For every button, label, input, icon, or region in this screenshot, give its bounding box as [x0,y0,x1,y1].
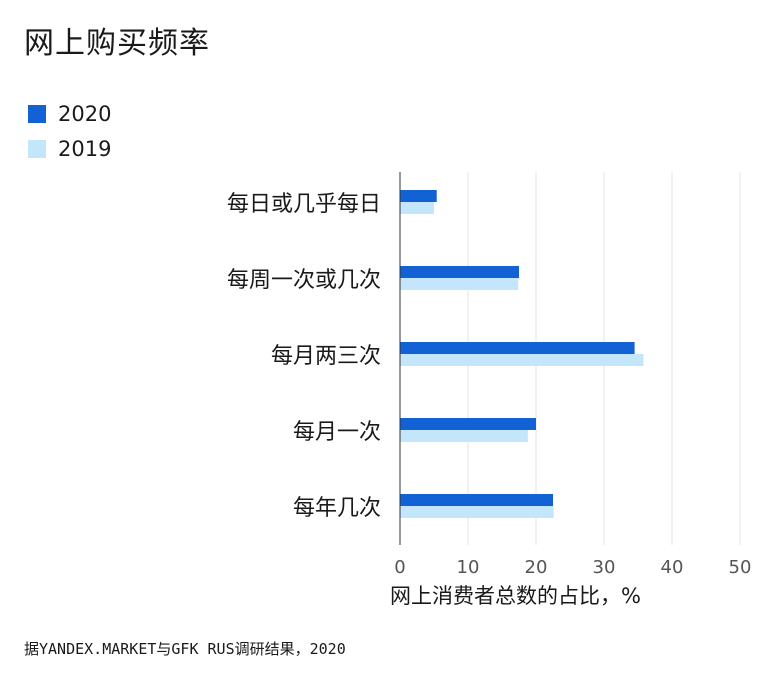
bar-2019 [400,354,644,366]
legend-swatch-2019 [28,139,46,158]
category-label: 每月两三次 [271,344,381,369]
category-label: 每年几次 [293,496,381,521]
bar-2019 [400,430,528,442]
legend-swatch-2020 [28,104,46,123]
x-axis-label: 网上消费者总数的占比，% [390,584,641,608]
bar-2019 [400,506,554,518]
x-tick-label: 50 [729,557,752,578]
x-tick-label: 0 [394,557,405,578]
bars-group [400,190,644,518]
legend-label-2020: 2020 [58,101,112,126]
legend-label-2019: 2019 [58,136,112,161]
x-tick-label: 10 [457,557,480,578]
x-tick-label: 40 [661,557,684,578]
bar-2020 [400,266,519,278]
category-label: 每月一次 [293,420,381,445]
legend-item-2019: 2019 [28,131,111,166]
category-label: 每周一次或几次 [227,268,381,293]
source-note: 据YANDEX.MARKET与GFK RUS调研结果，2020 [24,640,346,658]
bar-2020 [400,494,553,506]
bar-2020 [400,342,635,354]
legend-item-2020: 2020 [28,96,111,131]
category-label: 每日或几乎每日 [227,192,381,217]
bar-2020 [400,190,437,202]
bar-2019 [400,202,434,214]
x-tick-labels: 0 10 20 30 40 50 [394,557,751,578]
legend: 2020 2019 [28,96,111,166]
bar-2019 [400,278,519,290]
x-tick-label: 20 [525,557,548,578]
bar-2020 [400,418,536,430]
x-tick-label: 30 [593,557,616,578]
chart-title: 网上购买频率 [24,26,210,61]
